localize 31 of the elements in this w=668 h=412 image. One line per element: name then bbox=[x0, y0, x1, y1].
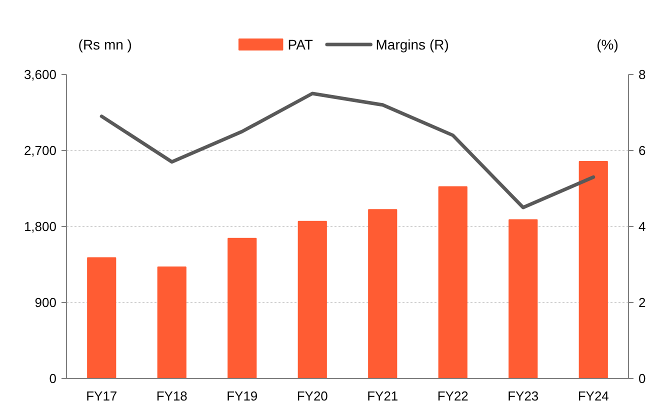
y-axis-title: (Rs mn ) bbox=[78, 36, 132, 52]
bar bbox=[87, 257, 116, 378]
x-tick-label: FY21 bbox=[367, 388, 398, 404]
line-series bbox=[100, 92, 596, 210]
y2-tick-label: 2 bbox=[638, 295, 646, 310]
y-tick-label: 0 bbox=[49, 371, 57, 386]
x-tick-label: FY17 bbox=[86, 388, 118, 404]
y2-tick-label: 0 bbox=[638, 371, 646, 386]
legend-label: Margins (R) bbox=[376, 36, 449, 52]
y2-tick-label: 6 bbox=[638, 143, 646, 158]
y2-tick-label: 4 bbox=[638, 219, 646, 234]
y2-axis-title: (%) bbox=[596, 36, 618, 52]
x-tick-label: FY23 bbox=[508, 388, 539, 404]
bar bbox=[508, 219, 538, 378]
x-tick-label: FY18 bbox=[156, 388, 188, 404]
y2-tick-label: 8 bbox=[638, 67, 646, 82]
x-tick-label: FY22 bbox=[437, 388, 468, 404]
x-tick-label: FY20 bbox=[296, 388, 328, 404]
bar bbox=[157, 266, 186, 378]
y-tick-label: 3,600 bbox=[24, 67, 57, 82]
x-tick-label: FY24 bbox=[578, 388, 609, 404]
x-tick-label: FY19 bbox=[226, 388, 258, 404]
bar bbox=[228, 238, 257, 378]
legend-label: PAT bbox=[288, 36, 314, 52]
bar bbox=[438, 186, 468, 378]
y-tick-label: 2,700 bbox=[24, 143, 57, 158]
y-tick-label: 900 bbox=[34, 295, 57, 310]
bar bbox=[368, 209, 398, 378]
bar bbox=[298, 220, 327, 378]
bar bbox=[578, 160, 608, 378]
y-tick-label: 1,800 bbox=[24, 219, 57, 234]
